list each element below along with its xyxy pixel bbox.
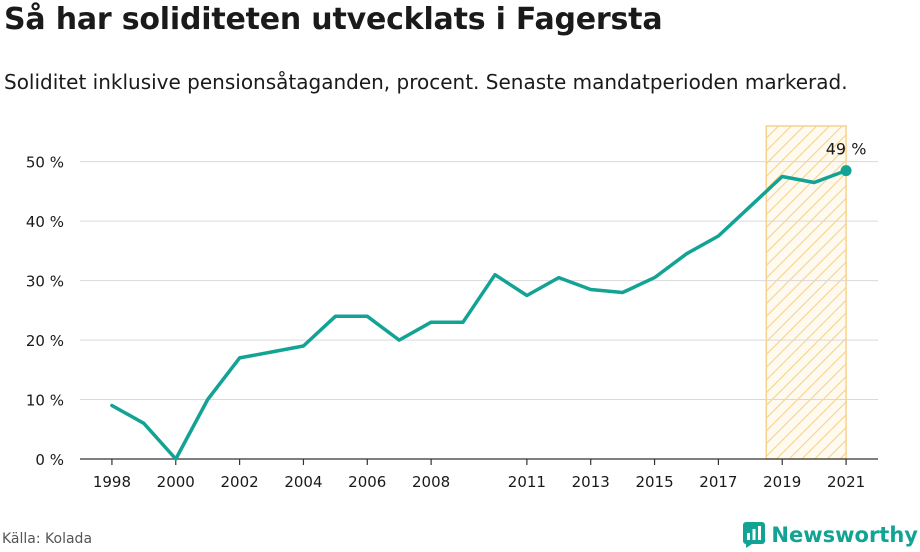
x-tick-label: 2000 [157, 473, 195, 491]
y-tick-label: 30 % [26, 273, 64, 291]
x-tick-label: 2021 [827, 473, 865, 491]
source-note: Källa: Kolada [2, 531, 93, 547]
x-tick-label: 2004 [284, 473, 322, 491]
chart-title: Så har soliditeten utvecklats i Fagersta [4, 2, 663, 37]
x-tick-label: 2019 [763, 473, 801, 491]
x-tick-label: 2015 [635, 473, 673, 491]
y-tick-label: 50 % [26, 154, 64, 172]
y-tick-label: 10 % [26, 392, 64, 410]
x-tick-label: 2017 [699, 473, 737, 491]
last-value-label: 49 % [826, 140, 867, 159]
y-tick-label: 20 % [26, 332, 64, 350]
x-tick-label: 1998 [93, 473, 131, 491]
x-tick-label: 2011 [508, 473, 546, 491]
newsworthy-brand: Newsworthy [743, 520, 918, 550]
y-tick-label: 40 % [26, 213, 64, 231]
series-line [110, 168, 848, 461]
brand-name: Newsworthy [771, 523, 918, 547]
last-point-marker [840, 165, 852, 177]
chart-subtitle: Soliditet inklusive pensionsåtaganden, p… [4, 70, 848, 94]
newsworthy-logo-icon [743, 522, 766, 548]
x-tick-label: 2013 [572, 473, 610, 491]
y-tick-label: 0 % [35, 451, 64, 469]
x-tick-label: 2002 [221, 473, 259, 491]
x-tick-label: 2006 [348, 473, 386, 491]
x-tick-label: 2008 [412, 473, 450, 491]
